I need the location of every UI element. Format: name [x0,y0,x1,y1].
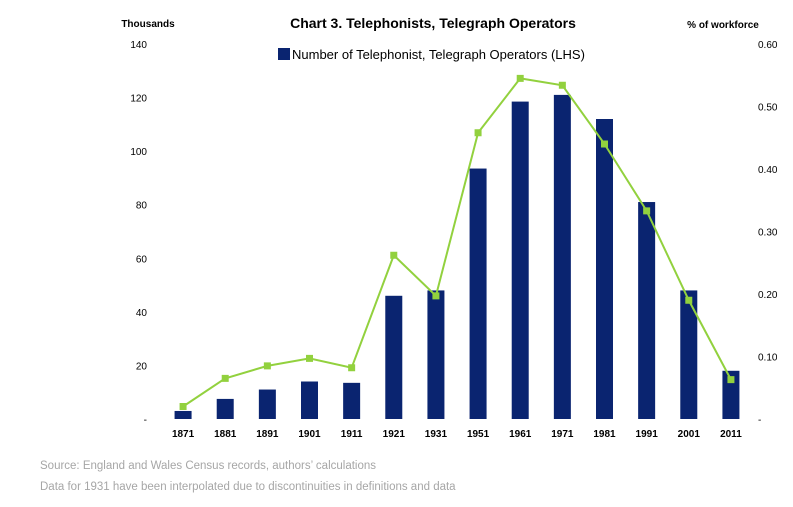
left-tick-label: 140 [130,40,147,51]
chart: Chart 3. Telephonists, Telegraph Operato… [121,15,778,440]
bar [680,290,698,419]
left-tick-label: - [144,415,147,426]
line-point [643,207,651,215]
left-tick-label: 120 [130,94,147,105]
line-point [474,129,482,137]
bar [174,410,192,419]
x-tick-label: 1981 [593,429,616,440]
bar [722,370,740,419]
x-tick-label: 1951 [467,429,490,440]
line-point [306,354,313,362]
chart-title: Chart 3. Telephonists, Telegraph Operato… [290,15,576,31]
x-tick-label: 1901 [298,429,321,440]
right-tick-label: 0.40 [758,165,778,176]
left-tick-label: 40 [136,308,148,319]
bar [343,382,361,419]
right-tick-label: 0.20 [758,290,778,301]
legend: Number of Telephonist, Telegraph Operato… [278,47,585,62]
line-point [390,251,398,259]
left-axis-title: Thousands [121,19,175,30]
right-tick-label: 0.60 [758,40,778,51]
bar [553,94,571,420]
bar [427,290,445,419]
line-point [179,403,187,410]
x-tick-label: 1921 [383,429,406,440]
line-point [727,376,735,384]
right-axis-title: % of workforce [687,20,759,31]
left-axis: - 20 40 60 80 100 120 140 [130,40,147,426]
bar-series [174,94,740,420]
line-path [182,77,732,408]
bar [596,119,613,419]
x-tick-label: 1991 [636,429,659,440]
bar [258,389,276,419]
legend-label-bars: Number of Telephonist, Telegraph Operato… [292,47,585,62]
left-tick-label: 80 [136,201,148,212]
line-point [516,74,524,82]
bar [469,168,487,419]
x-tick-label: 1911 [341,429,363,440]
x-tick-label: 1961 [509,429,532,440]
line-point [432,292,440,300]
line-point [263,362,271,370]
line-point [601,140,608,148]
right-axis: - 0.10 0.20 0.30 0.40 0.50 0.60 [758,40,778,426]
x-tick-label: 1881 [214,429,237,440]
x-tick-label: 2001 [678,429,701,440]
bar [385,295,403,419]
right-tick-label: - [758,415,761,426]
legend-swatch-bars [278,48,290,60]
x-tick-label: 1891 [256,429,279,440]
x-tick-label: 1871 [172,429,195,440]
bar [638,202,656,419]
bar [216,398,234,419]
line-series [179,74,735,410]
bar [301,381,318,419]
x-tick-label: 1971 [551,429,574,440]
line-point [685,296,693,304]
bar [511,101,529,419]
x-tick-label: 1931 [425,429,448,440]
right-tick-label: 0.50 [758,103,778,114]
right-tick-label: 0.30 [758,228,778,239]
line-point [348,364,356,372]
source-note: Source: England and Wales Census records… [40,460,377,472]
line-point [558,81,566,89]
x-axis: 1871 1881 1891 1901 1911 1921 1931 1951 1961 1971… [172,429,742,440]
left-tick-label: 20 [136,361,148,372]
right-tick-label: 0.10 [758,353,778,364]
x-tick-label: 2011 [720,429,742,440]
left-tick-label: 60 [136,254,148,265]
left-tick-label: 100 [130,147,147,158]
line-point [221,374,229,382]
interpolation-note: Data for 1931 have been interpolated due… [40,481,456,493]
